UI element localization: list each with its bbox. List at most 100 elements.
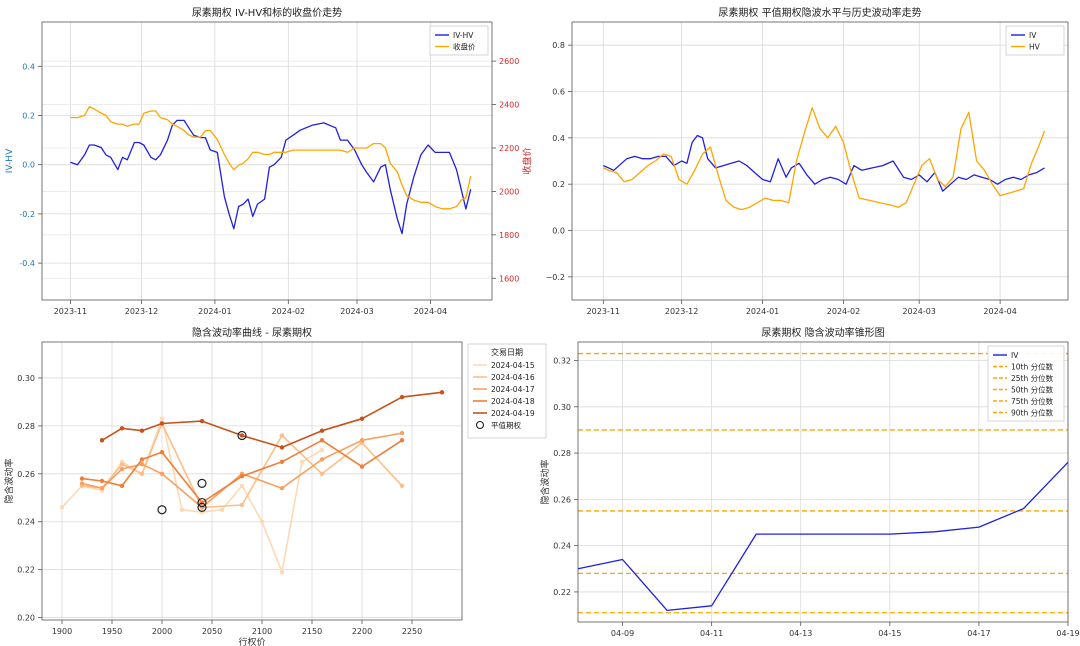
atm-marker <box>157 505 167 515</box>
series-point <box>359 416 365 421</box>
series-point <box>139 428 145 433</box>
series-point <box>279 459 285 465</box>
x-tick-label: 04-09 <box>611 629 634 638</box>
chart-title: 隐含波动率曲线 - 尿素期权 <box>192 326 312 339</box>
x-tick-label: 1900 <box>52 627 72 636</box>
plot-area <box>578 342 1068 622</box>
legend-label: 平值期权 <box>491 420 521 430</box>
series-point <box>119 466 125 472</box>
y-tick-label: 0.28 <box>17 422 35 431</box>
plot-area <box>572 22 1068 300</box>
y2-axis-label: 收盘价 <box>521 147 533 174</box>
x-tick-label: 2024-02 <box>272 307 305 316</box>
y2-tick-label: 2400 <box>499 101 519 110</box>
legend-label: 2024-04-15 <box>491 361 535 370</box>
y-tick-label: -0.4 <box>19 259 35 268</box>
grid <box>42 342 462 620</box>
chart-cone: 尿素期权 隐含波动率锥形图 04-09 04-11 04-13 04-15 04-17 04… <box>539 326 1080 638</box>
legend-label: 10th 分位数 <box>1011 362 1054 372</box>
legend-label: 收盘价 <box>453 42 476 52</box>
series-point <box>79 476 85 481</box>
y-tick-label: 0.26 <box>17 470 35 479</box>
series-point <box>119 426 125 431</box>
x-tick-label: 2000 <box>152 627 172 636</box>
series-point <box>319 471 325 477</box>
atm-marker <box>197 478 207 488</box>
y-tick-label: 0.0 <box>552 227 565 236</box>
series-point <box>279 445 285 450</box>
legend-atm-marker <box>475 420 485 430</box>
series-point <box>199 418 205 424</box>
legend-label: 2024-04-18 <box>491 397 535 406</box>
y-axis-label: IV-HV <box>5 148 15 173</box>
series-point <box>239 433 245 438</box>
y-axis-label: 隐含波动率 <box>3 458 15 503</box>
y-tick-label: 0.30 <box>553 403 571 412</box>
series-point <box>399 430 405 436</box>
chart-ivhv: 尿素期权 IV-HV和标的收盘价走势 2023-11 2023-12 2024-01 2… <box>5 6 533 316</box>
series-point <box>59 505 65 510</box>
x-tick-label: 2024-04 <box>983 307 1016 316</box>
series-line <box>577 461 1069 612</box>
legend-label: 2024-04-16 <box>491 373 535 382</box>
x-tick-label: 2024-01 <box>746 307 779 316</box>
y-axis-label: 隐含波动率 <box>539 459 551 504</box>
y-tick-label: 0.0 <box>22 161 35 170</box>
x-tick-label: 2024-01 <box>198 307 231 316</box>
x-tick-label: 2024-03 <box>340 307 373 316</box>
x-tick-label: 2023-11 <box>54 307 87 316</box>
legend: 交易日期 2024-04-15 2024-04-16 2024-04-17 2024-0… <box>467 343 547 439</box>
legend-label: IV <box>1011 351 1019 360</box>
series-point <box>279 569 285 575</box>
legend-label: 2024-04-17 <box>491 385 535 394</box>
legend-label: 25th 分位数 <box>1011 373 1054 383</box>
series-line <box>70 119 472 235</box>
y2-tick-label: 2200 <box>499 144 519 153</box>
chart-title: 尿素期权 隐含波动率锥形图 <box>761 326 884 339</box>
legend-box <box>1005 25 1065 56</box>
series-point <box>79 481 85 486</box>
grid <box>572 22 1068 300</box>
y-tick-label: 0.2 <box>22 111 35 120</box>
series-point <box>319 447 325 453</box>
series-point <box>259 519 265 524</box>
series-point <box>119 462 125 467</box>
legend: IV HV <box>1005 25 1065 56</box>
series-point <box>279 433 285 438</box>
y-tick-label: 0.28 <box>553 449 571 458</box>
legend-label: HV <box>1029 43 1041 52</box>
series-point <box>179 507 185 512</box>
chart-atm: 尿素期权 平值期权隐波水平与历史波动率走势 2023-11 2023-12 2024-… <box>546 6 1069 316</box>
series-point <box>99 438 105 443</box>
series-point <box>319 428 325 433</box>
y-tick-label: -0.2 <box>19 210 35 219</box>
series-point <box>319 457 325 462</box>
series-point <box>359 464 365 469</box>
y2-tick-label: 2000 <box>499 187 519 196</box>
series-point <box>399 438 405 443</box>
legend-label: 90th 分位数 <box>1011 408 1054 418</box>
series-line <box>603 107 1046 211</box>
legend-box <box>429 25 489 56</box>
y2-tick-label: 1800 <box>499 231 519 240</box>
plot-area <box>42 22 492 300</box>
x-tick-label: 2024-02 <box>827 307 860 316</box>
x-tick-label: 04-15 <box>878 629 901 638</box>
plot-frame <box>41 21 493 301</box>
legend-label: 50th 分位数 <box>1011 385 1054 395</box>
x-axis-label: 行权价 <box>238 636 265 646</box>
series-point <box>99 485 105 491</box>
x-tick-label: 2023-12 <box>125 307 158 316</box>
atm-marker <box>197 497 207 508</box>
series-point <box>119 483 125 488</box>
series-point <box>99 478 105 484</box>
y2-tick-label: 2600 <box>499 57 519 66</box>
x-tick-label: 04-17 <box>967 629 990 638</box>
series-point <box>159 416 165 421</box>
y-tick-label: 0.24 <box>553 542 571 551</box>
y-tick-label: 0.22 <box>17 566 35 575</box>
series-line <box>603 134 1045 192</box>
grid <box>42 22 492 300</box>
series-point <box>439 390 445 395</box>
y-tick-label: 0.26 <box>553 495 571 504</box>
